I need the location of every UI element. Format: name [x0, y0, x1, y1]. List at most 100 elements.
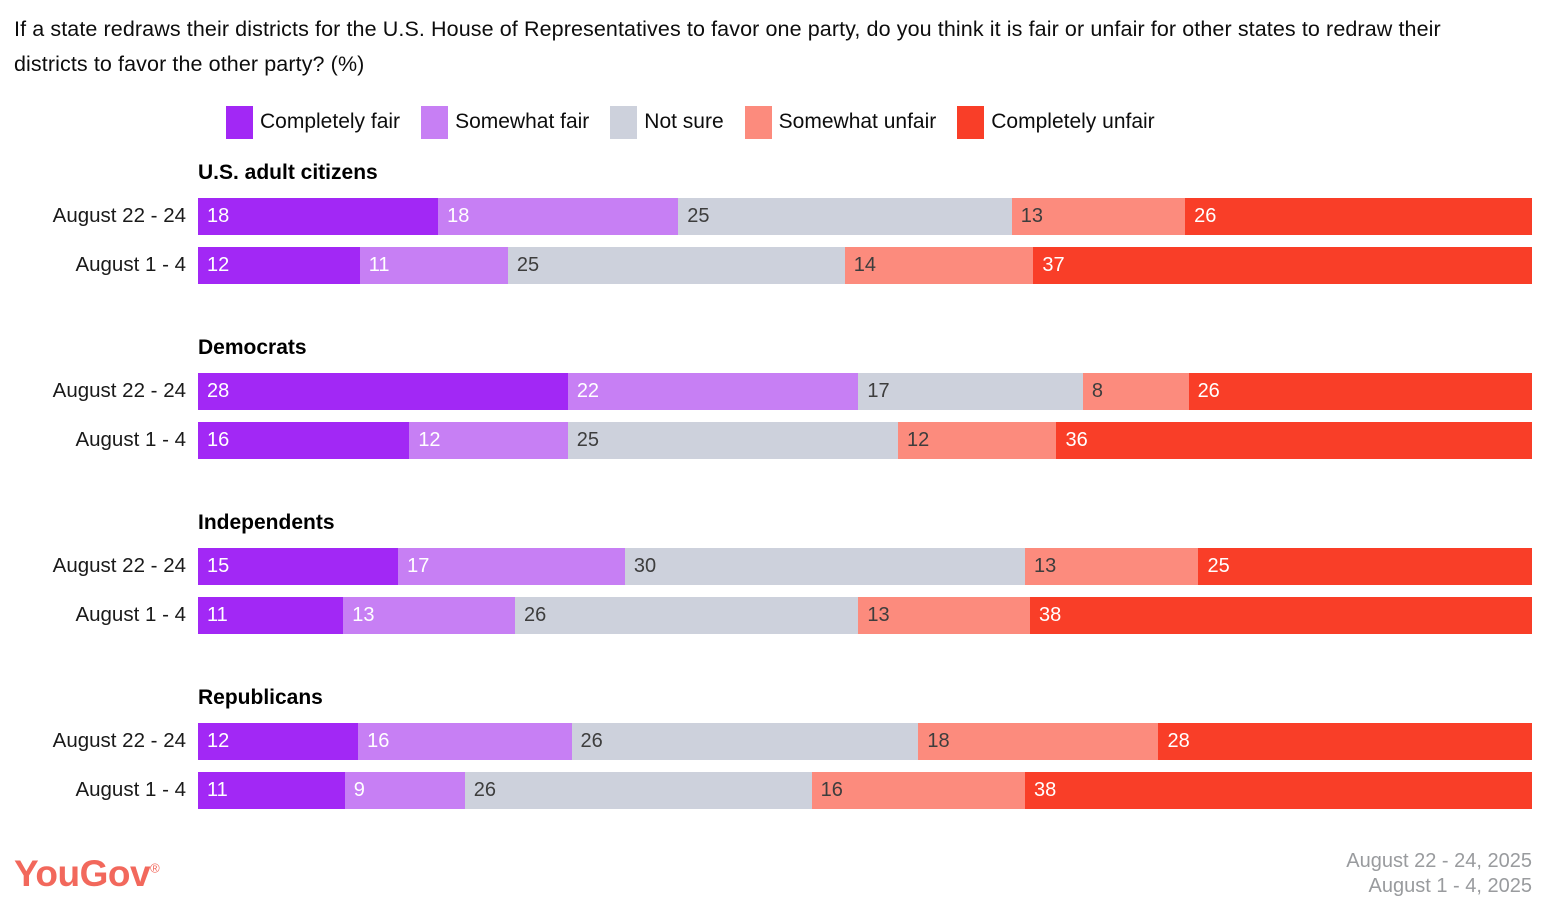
legend-swatch-icon [957, 105, 985, 139]
segment-completely-fair: 12 [198, 246, 360, 284]
chart-question-title: If a state redraws their districts for t… [14, 17, 1441, 76]
segment-somewhat-unfair: 12 [897, 421, 1057, 459]
segment-value: 25 [516, 254, 540, 277]
segment-completely-unfair: 37 [1033, 246, 1532, 284]
footer: YouGov® August 22 - 24, 2025 August 1 - … [14, 849, 1532, 899]
bar-row: August 22 - 24 28 22 17 8 26 [14, 372, 1532, 410]
stacked-bar: 12 11 25 14 37 [198, 246, 1532, 284]
bar-row: August 1 - 4 16 12 25 12 36 [14, 421, 1532, 459]
yougov-logo: YouGov® [14, 855, 160, 892]
bar-row: August 1 - 4 12 11 25 14 37 [14, 246, 1532, 284]
segment-completely-unfair: 26 [1185, 197, 1532, 235]
segment-value: 28 [207, 380, 230, 403]
segment-value: 13 [352, 604, 375, 627]
legend-item: Completely fair [226, 105, 401, 139]
legend-swatch-icon [226, 105, 253, 139]
row-label: August 22 - 24 [52, 204, 186, 228]
segment-value: 25 [687, 205, 710, 228]
segment-not-sure: 30 [624, 547, 1026, 585]
segment-value: 18 [207, 205, 230, 228]
legend-label: Completely unfair [991, 110, 1155, 134]
segment-somewhat-unfair: 16 [811, 771, 1026, 809]
segment-value: 26 [1197, 380, 1220, 403]
row-label: August 1 - 4 [75, 778, 186, 802]
stacked-bar: 11 9 26 16 38 [198, 771, 1532, 809]
legend-swatch-icon [421, 105, 449, 139]
segment-value: 16 [207, 429, 230, 452]
segment-completely-fair: 12 [198, 722, 359, 760]
stacked-bar: 12 16 26 18 28 [198, 722, 1532, 760]
segment-value: 15 [207, 555, 230, 578]
stacked-bar: 28 22 17 8 26 [198, 372, 1532, 410]
segment-somewhat-fair: 9 [344, 771, 465, 809]
segment-value: 13 [867, 604, 890, 627]
fieldwork-dates: August 22 - 24, 2025 August 1 - 4, 2025 [1346, 849, 1532, 899]
segment-somewhat-fair: 17 [398, 547, 625, 585]
segment-value: 25 [576, 429, 600, 452]
segment-value: 38 [1039, 604, 1062, 627]
segment-value: 18 [447, 205, 470, 228]
group-title: Democrats [198, 335, 307, 359]
segment-somewhat-fair: 22 [567, 372, 859, 410]
segment-not-sure: 17 [858, 372, 1083, 410]
bar-row: August 22 - 24 12 16 26 18 28 [14, 722, 1532, 760]
legend-label: Somewhat unfair [778, 110, 937, 134]
segment-completely-unfair: 26 [1188, 372, 1532, 410]
stacked-bar: 16 12 25 12 36 [198, 421, 1532, 459]
registered-trademark-icon: ® [150, 860, 160, 876]
segment-value: 14 [853, 254, 877, 277]
segment-completely-unfair: 38 [1030, 596, 1532, 634]
fieldwork-date-1: August 22 - 24, 2025 [1346, 849, 1532, 872]
segment-value: 26 [1194, 205, 1217, 228]
row-label: August 1 - 4 [75, 603, 186, 627]
segment-completely-fair: 11 [198, 771, 345, 809]
segment-completely-fair: 18 [198, 197, 439, 235]
segment-completely-unfair: 25 [1198, 547, 1532, 585]
bar-row: August 22 - 24 15 17 30 13 25 [14, 547, 1532, 585]
segment-somewhat-fair: 11 [359, 246, 508, 284]
segment-somewhat-unfair: 18 [918, 722, 1159, 760]
segment-somewhat-unfair: 14 [844, 246, 1034, 284]
segment-value: 13 [1020, 205, 1043, 228]
segment-value: 26 [580, 730, 603, 753]
segment-somewhat-unfair: 13 [858, 596, 1031, 634]
legend-swatch-icon [744, 105, 772, 139]
segment-value: 38 [1034, 779, 1057, 802]
group-independents: Independents August 22 - 24 15 17 30 13 25 Augu… [14, 511, 1532, 634]
legend-item: Not sure [610, 105, 724, 139]
segment-not-sure: 25 [507, 246, 845, 284]
legend: Completely fair Somewhat fair Not sure Some… [226, 105, 1532, 139]
bar-row: August 22 - 24 18 18 25 13 26 [14, 197, 1532, 235]
row-label: August 22 - 24 [52, 729, 186, 753]
segment-value: 16 [367, 730, 390, 753]
legend-label: Not sure [644, 110, 724, 134]
segment-completely-unfair: 38 [1025, 771, 1532, 809]
legend-item: Somewhat fair [421, 105, 589, 139]
group-title: Independents [198, 510, 335, 534]
segment-completely-fair: 16 [198, 421, 410, 459]
segment-value: 28 [1167, 730, 1190, 753]
legend-label: Completely fair [260, 110, 401, 134]
segment-value: 9 [353, 779, 365, 802]
segment-not-sure: 26 [514, 596, 859, 634]
segment-value: 25 [1207, 555, 1230, 578]
row-label: August 22 - 24 [52, 554, 186, 578]
segment-value: 22 [576, 380, 600, 403]
segment-somewhat-unfair: 13 [1011, 197, 1186, 235]
segment-somewhat-unfair: 13 [1025, 547, 1199, 585]
stacked-bar: 11 13 26 13 38 [198, 596, 1532, 634]
row-label: August 22 - 24 [52, 379, 186, 403]
segment-value: 30 [633, 555, 657, 578]
group-title: U.S. adult citizens [198, 160, 378, 184]
group-title: Republicans [198, 685, 323, 709]
segment-value: 11 [207, 604, 228, 627]
segment-value: 8 [1091, 380, 1104, 403]
segment-value: 26 [523, 604, 547, 627]
segment-value: 12 [207, 254, 230, 277]
segment-value: 18 [927, 730, 950, 753]
segment-value: 11 [368, 254, 390, 277]
segment-not-sure: 26 [571, 722, 919, 760]
segment-value: 36 [1065, 429, 1088, 452]
stacked-bar: 18 18 25 13 26 [198, 197, 1532, 235]
segment-not-sure: 26 [464, 771, 812, 809]
